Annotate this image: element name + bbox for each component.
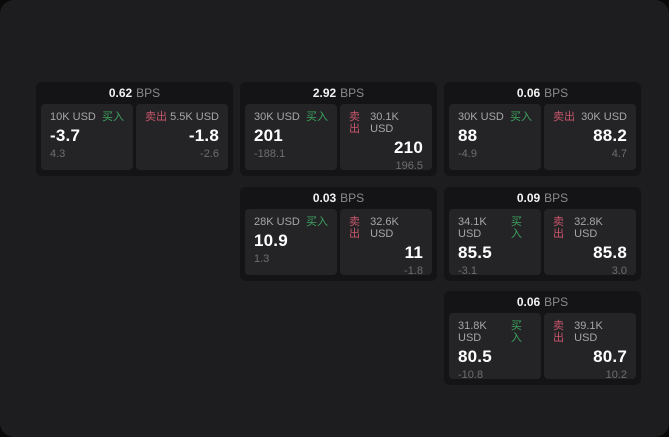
buy-price: 85.5 <box>458 243 492 262</box>
buy-side-label: 买入 <box>510 216 522 240</box>
sell-notional: 32.8K USD <box>574 216 603 240</box>
sell-sub-value: -2.6 <box>200 148 219 160</box>
sell-notional: 32.6K USD <box>370 216 399 240</box>
buy-price: 80.5 <box>458 347 492 366</box>
sell-price: 88.2 <box>593 126 627 145</box>
bps-header: 0.09 BPS <box>444 187 641 209</box>
buy-quote-panel[interactable]: 28K USD 买入 10.9 1.3 <box>245 209 337 275</box>
sell-price: -1.8 <box>188 126 219 145</box>
bps-value: 0.06 <box>516 86 541 100</box>
buy-sub-value: -3.1 <box>458 265 477 277</box>
buy-notional: 30K USD <box>254 111 300 123</box>
buy-price: 10.9 <box>254 231 288 250</box>
buy-price: -3.7 <box>50 126 81 145</box>
sell-quote-panel[interactable]: 卖出 5.5K USD -1.8 -2.6 <box>136 104 228 170</box>
quote-card: 2.92 BPS 30K USD 买入 201 -188.1 卖出 30.1K … <box>240 82 437 176</box>
buy-sub-value: -188.1 <box>254 148 286 160</box>
sell-notional: 39.1K USD <box>574 320 603 344</box>
bps-unit-label: BPS <box>544 191 569 205</box>
sell-sub-value: 3.0 <box>611 265 627 277</box>
buy-notional: 30K USD <box>458 111 504 123</box>
sell-notional: 30.1K USD <box>370 111 399 135</box>
buy-sub-value: -10.8 <box>458 369 484 381</box>
sell-price: 210 <box>394 138 423 157</box>
buy-quote-panel[interactable]: 34.1K USD 买入 85.5 -3.1 <box>449 209 541 277</box>
bps-value: 0.03 <box>312 191 337 205</box>
bps-header: 0.03 BPS <box>240 187 437 209</box>
sell-notional: 5.5K USD <box>170 111 219 123</box>
sell-side-label: 卖出 <box>145 111 167 123</box>
bps-header: 2.92 BPS <box>240 82 437 104</box>
buy-notional: 34.1K USD <box>458 216 487 240</box>
buy-side-label: 买入 <box>306 216 328 228</box>
sell-side-label: 卖出 <box>349 216 360 240</box>
buy-price: 201 <box>254 126 283 145</box>
buy-notional: 10K USD <box>50 111 96 123</box>
buy-sub-value: 4.3 <box>50 148 66 160</box>
sell-quote-panel[interactable]: 卖出 32.6K USD 11 -1.8 <box>340 209 432 277</box>
buy-side-label: 买入 <box>510 320 522 344</box>
bps-unit-label: BPS <box>544 86 569 100</box>
buy-side-label: 买入 <box>510 111 532 123</box>
bps-value: 0.09 <box>516 191 541 205</box>
bps-unit-label: BPS <box>340 191 365 205</box>
sell-price: 80.7 <box>593 347 627 366</box>
sell-side-label: 卖出 <box>553 216 564 240</box>
bps-header: 0.62 BPS <box>36 82 233 104</box>
buy-notional: 28K USD <box>254 216 300 228</box>
buy-quote-panel[interactable]: 10K USD 买入 -3.7 4.3 <box>41 104 133 170</box>
quote-card: 0.62 BPS 10K USD 买入 -3.7 4.3 卖出 5.5K USD… <box>36 82 233 176</box>
buy-quote-panel[interactable]: 30K USD 买入 88 -4.9 <box>449 104 541 170</box>
buy-price: 88 <box>458 126 478 145</box>
bps-value: 0.62 <box>108 86 133 100</box>
sell-sub-value: 4.7 <box>611 148 627 160</box>
sell-sub-value: 10.2 <box>605 369 627 381</box>
bps-value: 2.92 <box>312 86 337 100</box>
buy-sub-value: 1.3 <box>254 253 270 265</box>
sell-side-label: 卖出 <box>349 111 360 135</box>
sell-sub-value: -1.8 <box>404 265 423 277</box>
quote-card: 0.03 BPS 28K USD 买入 10.9 1.3 卖出 32.6K US… <box>240 187 437 281</box>
buy-side-label: 买入 <box>102 111 124 123</box>
sell-quote-panel[interactable]: 卖出 32.8K USD 85.8 3.0 <box>544 209 636 277</box>
sell-notional: 30K USD <box>581 111 627 123</box>
bps-unit-label: BPS <box>544 295 569 309</box>
bps-header: 0.06 BPS <box>444 291 641 313</box>
buy-quote-panel[interactable]: 30K USD 买入 201 -188.1 <box>245 104 337 170</box>
bps-unit-label: BPS <box>136 86 161 100</box>
quote-card: 0.06 BPS 31.8K USD 买入 80.5 -10.8 卖出 39.1… <box>444 291 641 385</box>
sell-sub-value: 196.5 <box>395 160 423 172</box>
sell-price: 11 <box>404 243 423 262</box>
quote-card: 0.06 BPS 30K USD 买入 88 -4.9 卖出 30K USD 8… <box>444 82 641 176</box>
buy-notional: 31.8K USD <box>458 320 487 344</box>
sell-side-label: 卖出 <box>553 111 575 123</box>
bps-header: 0.06 BPS <box>444 82 641 104</box>
buy-quote-panel[interactable]: 31.8K USD 买入 80.5 -10.8 <box>449 313 541 381</box>
buy-sub-value: -4.9 <box>458 148 477 160</box>
sell-quote-panel[interactable]: 卖出 30K USD 88.2 4.7 <box>544 104 636 170</box>
quote-card: 0.09 BPS 34.1K USD 买入 85.5 -3.1 卖出 32.8K… <box>444 187 641 281</box>
buy-side-label: 买入 <box>306 111 328 123</box>
bps-unit-label: BPS <box>340 86 365 100</box>
sell-side-label: 卖出 <box>553 320 564 344</box>
sell-quote-panel[interactable]: 卖出 39.1K USD 80.7 10.2 <box>544 313 636 381</box>
sell-quote-panel[interactable]: 卖出 30.1K USD 210 196.5 <box>340 104 432 172</box>
sell-price: 85.8 <box>593 243 627 262</box>
bps-value: 0.06 <box>516 295 541 309</box>
